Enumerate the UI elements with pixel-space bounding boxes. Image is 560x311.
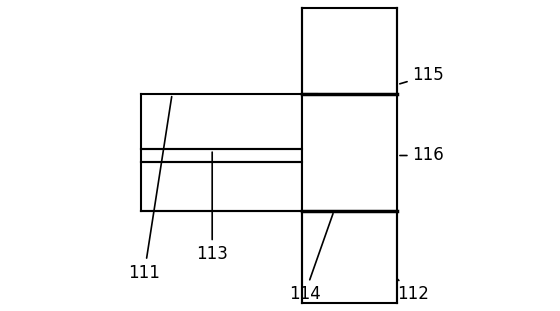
Text: 116: 116 xyxy=(400,146,444,165)
Text: 111: 111 xyxy=(128,97,172,282)
Text: 112: 112 xyxy=(397,279,429,303)
Text: 114: 114 xyxy=(289,214,333,303)
Text: 113: 113 xyxy=(196,152,228,263)
Text: 115: 115 xyxy=(400,66,444,84)
